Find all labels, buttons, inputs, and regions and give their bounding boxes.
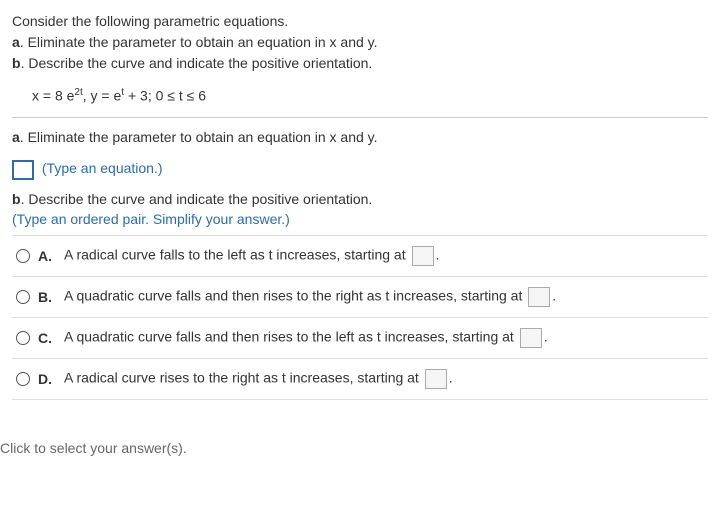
- options-list: A. A radical curve falls to the left as …: [12, 235, 708, 400]
- part-b: b. Describe the curve and indicate the p…: [12, 190, 708, 230]
- intro-a-text: . Eliminate the parameter to obtain an e…: [20, 34, 378, 50]
- part-a-text: . Eliminate the parameter to obtain an e…: [20, 129, 378, 145]
- part-a-label: a: [12, 129, 20, 145]
- label-a: a: [12, 34, 20, 50]
- radio-b[interactable]: [16, 290, 30, 304]
- option-c-after: .: [544, 329, 548, 345]
- option-d-input[interactable]: [425, 369, 447, 389]
- part-a: a. Eliminate the parameter to obtain an …: [12, 128, 708, 179]
- intro-b-text: . Describe the curve and indicate the po…: [21, 55, 373, 71]
- radio-d[interactable]: [16, 372, 30, 386]
- option-b-after: .: [552, 288, 556, 304]
- option-d-text: A radical curve rises to the right as t …: [64, 370, 423, 386]
- part-b-text: . Describe the curve and indicate the po…: [21, 191, 373, 207]
- option-c-text: A quadratic curve falls and then rises t…: [64, 329, 518, 345]
- eq-rest: + 3; 0 ≤ t ≤ 6: [124, 87, 206, 103]
- option-d[interactable]: D. A radical curve rises to the right as…: [12, 358, 708, 400]
- intro-line-1: Consider the following parametric equati…: [12, 12, 708, 31]
- option-d-letter: D.: [38, 371, 52, 387]
- radio-c[interactable]: [16, 331, 30, 345]
- intro-line-2: a. Eliminate the parameter to obtain an …: [12, 33, 708, 52]
- option-c-letter: C.: [38, 330, 52, 346]
- part-b-label: b: [12, 191, 21, 207]
- eq-exp-2t: 2t: [74, 87, 82, 98]
- equation-input[interactable]: [12, 160, 34, 180]
- radio-a[interactable]: [16, 249, 30, 263]
- option-b-text: A quadratic curve falls and then rises t…: [64, 288, 526, 304]
- option-c[interactable]: C. A quadratic curve falls and then rise…: [12, 317, 708, 358]
- option-a-after: .: [436, 247, 440, 263]
- part-a-hint: (Type an equation.): [42, 160, 163, 176]
- eq-x-part: x = 8 e: [32, 87, 74, 103]
- divider: [12, 117, 708, 118]
- parametric-equation: x = 8 e2t, y = et + 3; 0 ≤ t ≤ 6: [32, 87, 708, 104]
- question-body: Consider the following parametric equati…: [0, 0, 720, 400]
- option-b-letter: B.: [38, 289, 52, 305]
- eq-sep: , y = e: [83, 87, 122, 103]
- option-a[interactable]: A. A radical curve falls to the left as …: [12, 235, 708, 276]
- footer-hint: Click to select your answer(s).: [0, 440, 720, 460]
- option-a-text: A radical curve falls to the left as t i…: [64, 247, 410, 263]
- intro-line-3: b. Describe the curve and indicate the p…: [12, 54, 708, 73]
- option-b-input[interactable]: [528, 287, 550, 307]
- option-d-after: .: [449, 370, 453, 386]
- part-b-hint: (Type an ordered pair. Simplify your ans…: [12, 210, 708, 229]
- option-a-letter: A.: [38, 248, 52, 264]
- option-b[interactable]: B. A quadratic curve falls and then rise…: [12, 276, 708, 317]
- option-a-input[interactable]: [412, 246, 434, 266]
- option-c-input[interactable]: [520, 328, 542, 348]
- label-b: b: [12, 55, 21, 71]
